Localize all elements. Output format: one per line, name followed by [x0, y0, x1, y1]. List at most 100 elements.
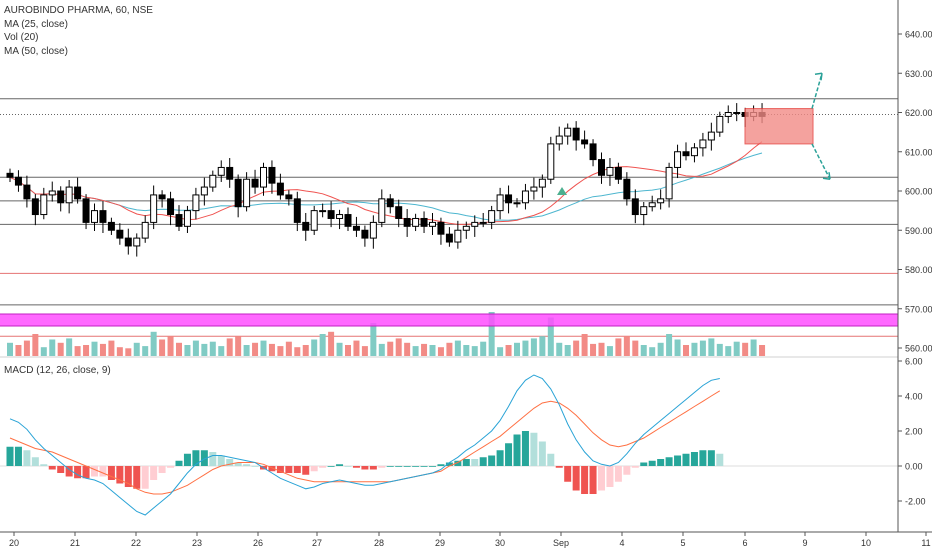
volume-bar: [319, 334, 326, 356]
volume-bars: [7, 312, 766, 356]
macd-hist-bar: [167, 466, 175, 468]
macd-hist-bar: [293, 466, 301, 473]
candle-body: [564, 127, 572, 137]
macd-hist-bar: [74, 466, 82, 479]
candle-body: [23, 184, 31, 200]
candle-body: [674, 151, 682, 168]
volume-bar: [133, 342, 140, 356]
macd-hist-bar: [505, 443, 513, 466]
volume-bar: [750, 339, 757, 356]
candle-body: [327, 210, 335, 219]
candle-body: [598, 159, 605, 176]
candle-body: [530, 186, 538, 192]
volume-bar: [547, 317, 554, 356]
macd-hist-bar: [361, 466, 369, 470]
candle-body: [336, 214, 344, 219]
volume-bar: [522, 340, 529, 356]
candle-body: [243, 178, 251, 208]
time-tick-label: 5: [680, 538, 685, 548]
macd-hist-bar: [6, 446, 14, 466]
macd-hist-bar: [462, 459, 470, 466]
candle-body: [167, 198, 175, 216]
candle-body: [462, 225, 470, 231]
volume-bar: [623, 336, 630, 356]
candle-body: [352, 225, 360, 231]
macd-hist-bar: [107, 466, 115, 480]
candle-body: [403, 217, 411, 227]
macd-hist-bar: [251, 466, 259, 467]
candle-body: [657, 198, 665, 204]
candle-body: [226, 166, 234, 180]
ma25-line: [9, 141, 763, 225]
volume-bar: [7, 342, 13, 356]
volume-bar: [370, 323, 377, 356]
macd-hist-bar: [40, 464, 48, 466]
volume-bar: [268, 343, 275, 356]
macd-hist-bar: [682, 453, 690, 466]
macd-hist-bar: [175, 460, 183, 466]
candle-body: [589, 143, 597, 161]
volume-bar: [32, 334, 39, 356]
macd-hist-bar: [538, 441, 546, 466]
volume-bar: [564, 345, 571, 356]
macd-pane: [0, 374, 898, 516]
candle-body: [521, 190, 529, 204]
time-tick-label: 23: [192, 538, 202, 548]
macd-hist-bar: [124, 466, 132, 487]
volume-bar: [277, 346, 284, 356]
candle-body: [454, 229, 462, 243]
legend-vol: Vol (20): [4, 32, 39, 43]
candle-body: [302, 221, 310, 231]
macd-hist-bar: [614, 466, 622, 482]
volume-bar: [590, 343, 597, 356]
candle-body: [631, 198, 639, 216]
volume-bar: [226, 338, 233, 356]
macd-hist-bar: [547, 453, 555, 466]
macd-tick-label: 6.00: [905, 357, 923, 367]
volume-bar: [285, 341, 292, 356]
macd-hist-bar: [99, 466, 107, 477]
volume-bar: [615, 338, 622, 356]
volume-bar: [674, 339, 681, 356]
candle-body: [733, 112, 741, 114]
macd-hist-bar: [276, 466, 284, 473]
volume-bar: [116, 347, 123, 356]
macd-tick-label: -2.00: [905, 497, 926, 507]
macd-hist-bar: [158, 466, 166, 473]
time-tick-label: 28: [374, 538, 384, 548]
candle-body: [437, 221, 445, 235]
candle-body: [505, 194, 513, 204]
candle-body: [581, 139, 589, 145]
ma50-line: [9, 152, 763, 221]
macd-hist-bar: [403, 466, 411, 467]
volume-bar: [361, 346, 368, 356]
macd-hist-bar: [699, 450, 707, 466]
volume-bar: [759, 345, 766, 356]
macd-hist-bar: [226, 459, 234, 466]
macd-hist-bar: [640, 462, 648, 466]
candle-body: [57, 190, 65, 204]
candle-body: [200, 186, 208, 196]
macd-hist-bar: [386, 466, 394, 467]
macd-hist-bar: [429, 466, 436, 467]
volume-bar: [201, 343, 208, 356]
macd-hist-bar: [209, 452, 217, 466]
macd-hist-bar: [606, 466, 614, 487]
volume-bar: [488, 312, 495, 356]
candle-body: [183, 210, 191, 227]
time-tick-label: 26: [253, 538, 263, 548]
legend-ma50: MA (50, close): [4, 45, 68, 57]
volume-bar: [691, 342, 698, 356]
candle-body: [682, 151, 690, 157]
price-tick-label: 640.00: [905, 30, 932, 40]
macd-hist-bar: [82, 466, 90, 479]
candle-body: [217, 166, 225, 176]
macd-tick-label: 4.00: [905, 392, 923, 402]
candle-body: [665, 166, 673, 200]
time-tick-label: 27: [312, 538, 322, 548]
macd-hist-bar: [581, 466, 589, 494]
volume-bar: [725, 346, 732, 356]
candle-body: [82, 198, 90, 223]
candle-body: [6, 172, 14, 178]
volume-bar: [742, 342, 749, 356]
